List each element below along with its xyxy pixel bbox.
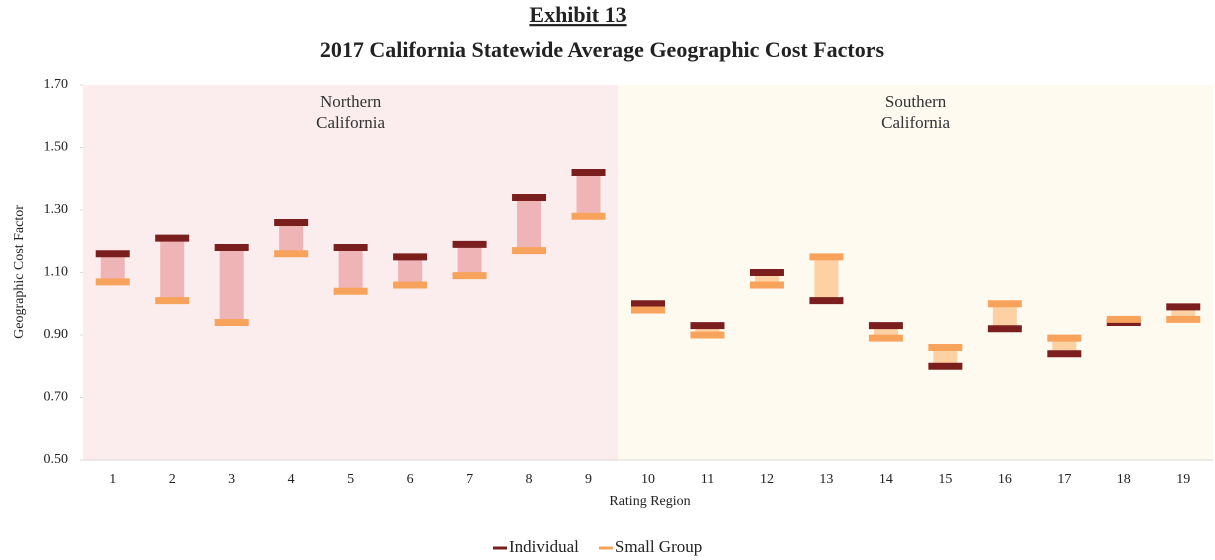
cap-marker — [452, 272, 487, 280]
cap-marker — [393, 281, 428, 289]
y-tick-label: 1.70 — [44, 77, 69, 92]
cap-marker — [749, 269, 784, 276]
range-bar — [398, 256, 423, 285]
cap-marker — [155, 234, 190, 242]
range-bar — [517, 197, 542, 251]
cap-marker — [333, 244, 368, 251]
cap-marker — [333, 287, 368, 295]
x-tick-label: 10 — [641, 472, 655, 487]
y-tick-label: 1.50 — [44, 140, 69, 155]
cap-marker — [631, 300, 665, 308]
x-tick-label: 1 — [109, 472, 116, 487]
cap-marker — [274, 219, 309, 226]
cap-marker — [809, 297, 844, 305]
y-axis-label: Geographic Cost Factor — [12, 205, 27, 339]
cap-marker — [928, 362, 963, 370]
x-tick-label: 9 — [585, 472, 592, 487]
x-tick-label: 11 — [701, 472, 714, 487]
cap-marker — [987, 300, 1022, 308]
cap-marker — [571, 169, 606, 176]
region-label: California — [316, 113, 385, 132]
range-bar — [695, 325, 720, 335]
x-tick-label: 16 — [998, 472, 1012, 487]
x-tick-label: 17 — [1057, 472, 1071, 487]
cap-marker — [631, 306, 665, 314]
x-tick-label: 7 — [466, 472, 473, 487]
cap-marker — [1047, 350, 1082, 358]
chart-title: Exhibit 13 — [529, 2, 626, 27]
range-bar — [457, 244, 482, 276]
range-bar — [992, 303, 1017, 329]
y-tick-label: 1.30 — [44, 202, 69, 217]
cap-marker — [214, 319, 249, 326]
x-tick-label: 19 — [1176, 472, 1190, 487]
cap-marker — [749, 281, 784, 289]
region-background — [618, 85, 1213, 460]
cap-marker — [512, 194, 547, 201]
cap-marker — [155, 297, 190, 305]
x-tick-label: 6 — [407, 472, 414, 487]
cap-marker — [868, 322, 903, 330]
cap-marker — [868, 334, 903, 342]
x-tick-label: 15 — [938, 472, 952, 487]
cap-marker — [571, 212, 606, 220]
cap-marker — [95, 250, 130, 258]
x-tick-label: 13 — [819, 472, 833, 487]
cap-marker — [690, 322, 725, 330]
cap-marker — [928, 344, 963, 351]
range-bar — [100, 253, 125, 282]
legend-label: Individual — [509, 537, 579, 556]
x-tick-label: 8 — [526, 472, 533, 487]
range-bar — [933, 347, 958, 367]
y-tick-label: 0.70 — [44, 390, 69, 405]
y-tick-label: 0.50 — [44, 452, 69, 467]
cap-marker — [1166, 303, 1201, 311]
cap-marker — [95, 278, 130, 286]
range-bar — [338, 247, 363, 292]
x-tick-label: 3 — [228, 472, 235, 487]
range-bar — [576, 172, 601, 217]
cap-marker — [274, 250, 309, 258]
region-label: Southern — [885, 92, 947, 111]
range-bar — [1052, 338, 1077, 354]
x-tick-label: 18 — [1117, 472, 1131, 487]
cap-marker — [393, 253, 428, 261]
x-axis-label: Rating Region — [609, 494, 690, 509]
range-bar — [814, 256, 839, 301]
range-bar — [279, 222, 304, 254]
range-bar — [219, 247, 244, 323]
legend-label: Small Group — [615, 537, 702, 556]
cap-marker — [1047, 334, 1082, 342]
region-label: Northern — [320, 92, 382, 111]
region-label: California — [881, 113, 950, 132]
cap-marker — [512, 247, 547, 255]
cap-marker — [452, 240, 487, 248]
chart-subtitle: 2017 California Statewide Average Geogra… — [320, 37, 885, 62]
cap-marker — [1166, 315, 1201, 323]
x-tick-label: 12 — [760, 472, 774, 487]
range-bar — [160, 238, 185, 301]
x-tick-label: 2 — [169, 472, 176, 487]
y-tick-label: 1.10 — [44, 265, 69, 280]
cap-marker — [987, 325, 1022, 333]
x-tick-label: 4 — [288, 472, 295, 487]
cap-marker — [1106, 315, 1141, 323]
x-tick-label: 14 — [879, 472, 893, 487]
cap-marker — [690, 331, 725, 339]
cap-marker — [809, 253, 844, 261]
cap-marker — [214, 244, 249, 251]
x-tick-label: 5 — [347, 472, 354, 487]
y-tick-label: 0.90 — [44, 327, 69, 342]
